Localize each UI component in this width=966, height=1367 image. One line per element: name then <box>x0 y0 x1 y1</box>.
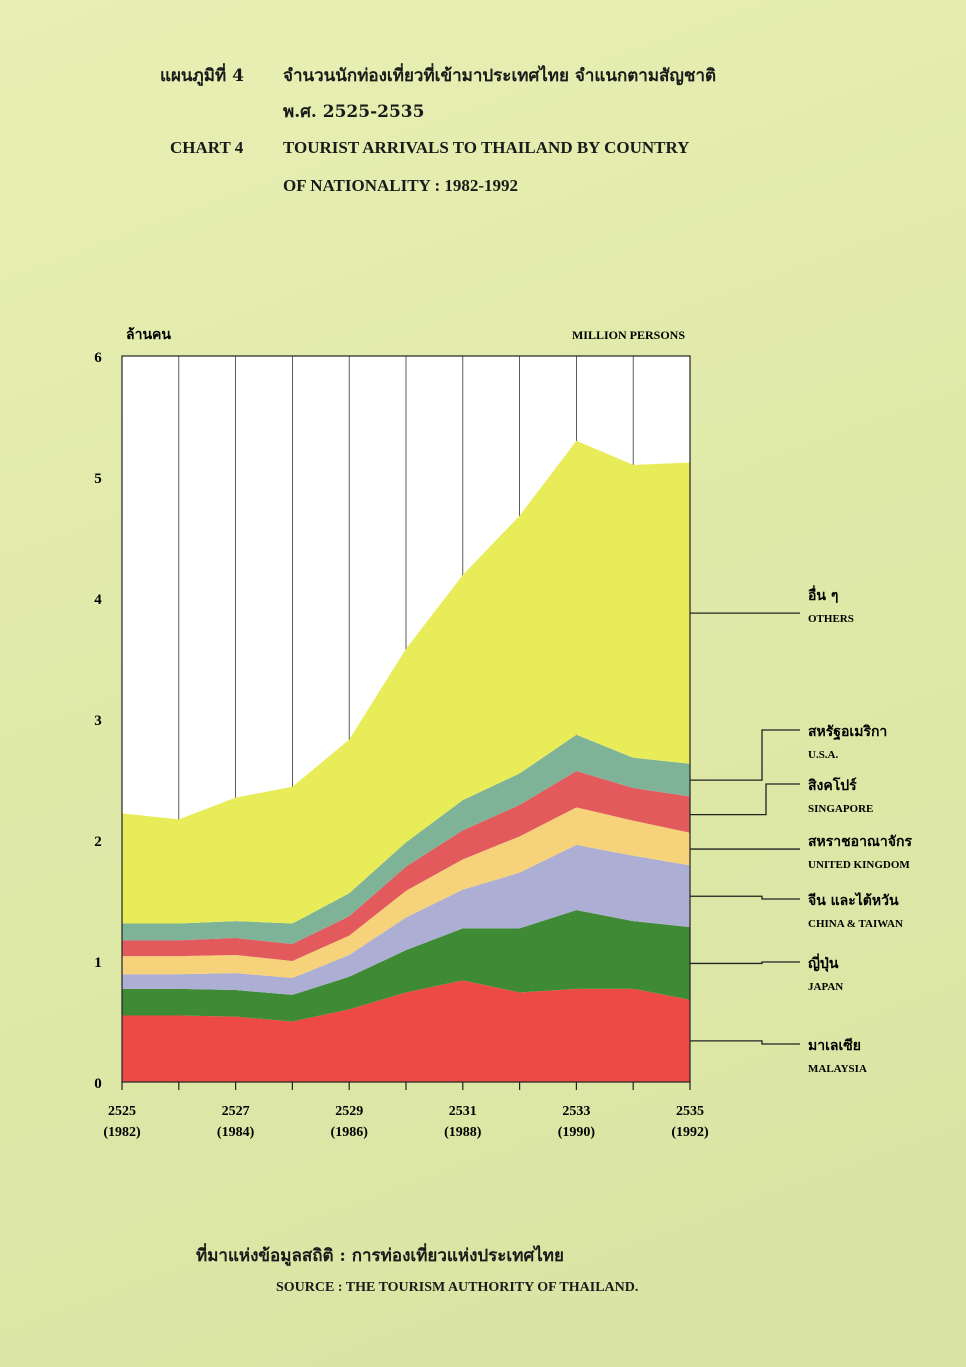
x-tick-label-be: 2527 <box>222 1104 250 1119</box>
legend-label-th-malaysia: มาเลเซีย <box>808 1038 861 1054</box>
chart-title-th: จำนวนนักท่องเที่ยวที่เข้ามาประเทศไทย จำแ… <box>283 66 717 86</box>
area-japan <box>122 910 690 1022</box>
x-tick-label-be: 2525 <box>108 1104 136 1119</box>
legend-label-en-others: OTHERS <box>808 613 854 625</box>
y-axis-label-en: MILLION PERSONS <box>572 328 685 342</box>
x-tick-label-be: 2531 <box>449 1104 477 1119</box>
source-en: SOURCE : THE TOURISM AUTHORITY OF THAILA… <box>276 1280 639 1295</box>
x-tick-label-ce: (1990) <box>558 1125 596 1140</box>
legend-label-th-japan: ญี่ปุ่น <box>808 953 839 972</box>
legend-leader-u-s-a <box>690 729 800 781</box>
legend-label-th-china-taiwan: จีน และไต้หวัน <box>807 891 899 909</box>
y-tick-label: 0 <box>94 1076 102 1092</box>
y-tick-label: 6 <box>94 350 102 366</box>
area-others <box>122 440 690 924</box>
legend-label-th-others: อื่น ๆ <box>808 585 838 604</box>
x-tick-label-ce: (1986) <box>331 1125 369 1140</box>
legend-leader-china-taiwan <box>690 895 800 900</box>
y-tick-label: 2 <box>94 834 102 850</box>
chart-label-en: CHART 4 <box>170 138 244 157</box>
x-tick-label-be: 2529 <box>335 1104 363 1119</box>
legend-leader-singapore <box>690 783 800 816</box>
legend-label-th-singapore: สิงคโปร์ <box>808 776 858 794</box>
x-tick-label-be: 2535 <box>676 1104 704 1119</box>
legend-label-th-u-s-a: สหรัฐอเมริกา <box>808 724 887 741</box>
chart-title-en-line1: TOURIST ARRIVALS TO THAILAND BY COUNTRY <box>283 138 690 157</box>
y-tick-label: 3 <box>94 713 102 729</box>
x-tick-label-ce: (1992) <box>671 1125 709 1140</box>
legend-leader-japan <box>690 961 800 965</box>
x-tick-label-be: 2533 <box>562 1104 590 1119</box>
x-tick-label-ce: (1984) <box>217 1125 255 1140</box>
legend-label-en-singapore: SINGAPORE <box>808 803 873 815</box>
chart-title-en-line2: OF NATIONALITY : 1982-1992 <box>283 176 519 195</box>
x-tick-label-ce: (1988) <box>444 1125 482 1140</box>
x-tick-label-ce: (1982) <box>103 1125 141 1140</box>
legend-label-en-united-kingdom: UNITED KINGDOM <box>808 859 910 871</box>
chart-years-th: พ.ศ. 2525-2535 <box>283 102 425 122</box>
area-malaysia <box>122 980 690 1082</box>
area-united-kingdom <box>122 807 690 978</box>
legend-label-en-japan: JAPAN <box>808 981 843 993</box>
area-china-taiwan <box>122 844 690 995</box>
legend-leader-malaysia <box>690 1040 800 1045</box>
area-u-s-a <box>122 734 690 945</box>
y-tick-label: 4 <box>94 592 102 608</box>
y-tick-label: 5 <box>94 471 102 487</box>
legend-label-en-u-s-a: U.S.A. <box>808 749 839 761</box>
source-th: ที่มาแห่งข้อมูลสถิติ : การท่องเที่ยวแห่ง… <box>196 1246 564 1266</box>
legend-label-th-united-kingdom: สหราชอาณาจักร <box>808 834 912 850</box>
area-singapore <box>122 771 690 961</box>
y-tick-label: 1 <box>94 955 102 971</box>
stacked-area-chart: 0 1 2 3 4 5 6 2525 (1982) 2527 (1984) 2529 (1986) 253… <box>94 327 912 1140</box>
y-axis-label-th: ล้านคน <box>126 327 171 343</box>
legend-label-en-malaysia: MALAYSIA <box>808 1063 867 1075</box>
chart-label-th: แผนภูมิที่ 4 <box>160 66 244 86</box>
legend-label-en-china-taiwan: CHINA & TAIWAN <box>808 918 903 930</box>
